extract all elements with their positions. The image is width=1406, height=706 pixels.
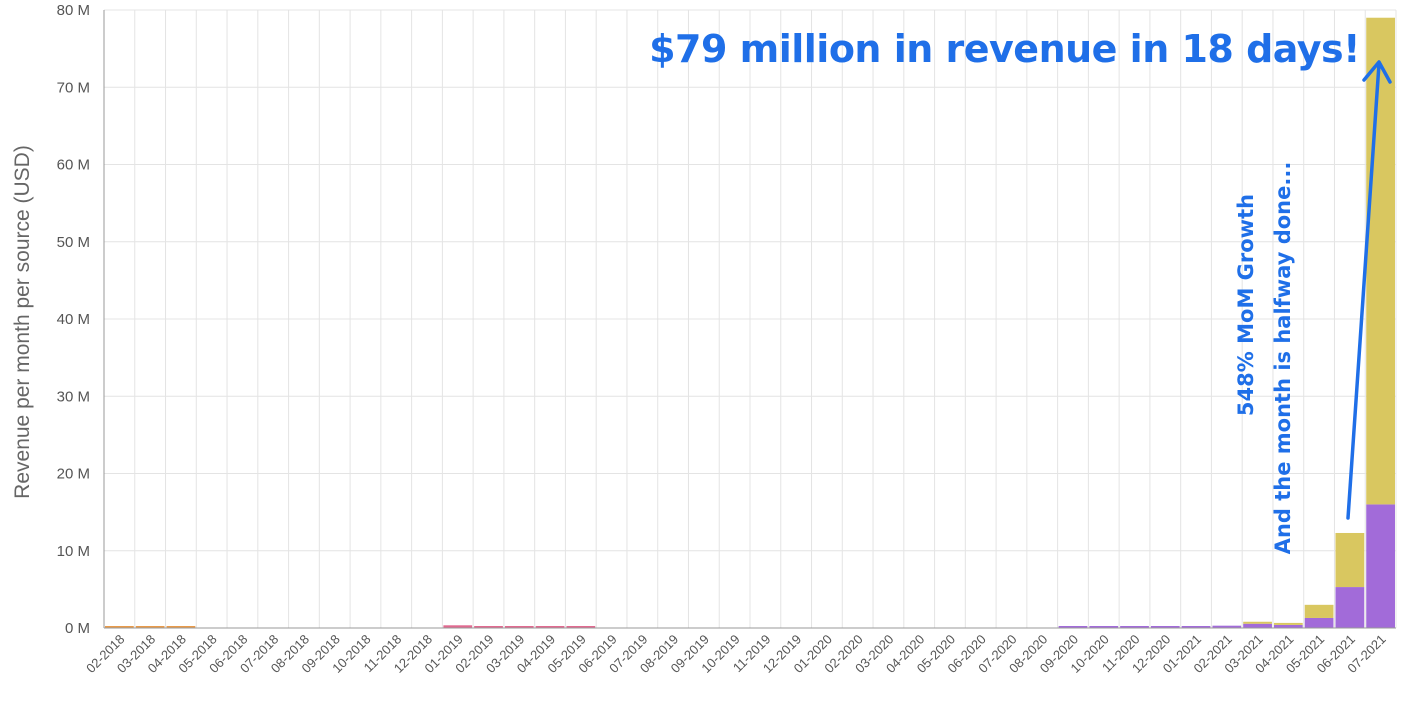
annotations: $79 million in revenue in 18 days! 548% … xyxy=(649,27,1392,555)
y-axis-label: Revenue per month per source (USD) xyxy=(11,145,34,499)
halfway-annotation: And the month is halfway done... xyxy=(1271,162,1295,555)
y-tick-labels: 0 M 10 M 20 M 30 M 40 M 50 M 60 M 70 M 80 M xyxy=(57,2,90,637)
bar-segment-01-2019-series-3 xyxy=(443,625,473,628)
axes xyxy=(103,10,1396,629)
grid xyxy=(103,9,1397,629)
bar-segment-09-2020-series-0 xyxy=(1058,626,1088,628)
bar-segment-02-2018-series-2 xyxy=(105,626,134,628)
y-tick-label: 30 M xyxy=(57,388,90,405)
y-tick-label: 40 M xyxy=(57,311,90,328)
bars xyxy=(105,17,1395,628)
bar-segment-04-2019-series-3 xyxy=(535,626,565,628)
bar-segment-03-2021-series-0 xyxy=(1243,623,1272,628)
y-tick-label: 0 M xyxy=(65,620,90,637)
bar-segment-05-2019-series-3 xyxy=(566,626,596,628)
bar-segment-05-2021-series-1 xyxy=(1304,604,1334,618)
y-tick-label: 10 M xyxy=(57,543,90,560)
bar-segment-12-2020-series-0 xyxy=(1150,626,1180,628)
bar-segment-03-2018-series-2 xyxy=(135,626,165,628)
bar-segment-06-2021-series-1 xyxy=(1335,532,1365,588)
y-tick-label: 60 M xyxy=(57,157,90,174)
y-tick-label: 80 M xyxy=(57,2,90,19)
bar-segment-05-2021-series-0 xyxy=(1304,617,1334,628)
y-tick-label: 50 M xyxy=(57,234,90,251)
bar-segment-04-2021-series-0 xyxy=(1273,624,1303,628)
y-tick-label: 70 M xyxy=(57,79,90,96)
bar-segment-06-2021-series-0 xyxy=(1335,587,1365,628)
bar-segment-02-2021-series-0 xyxy=(1212,625,1242,628)
bar-segment-04-2021-series-1 xyxy=(1273,622,1303,625)
bar-segment-04-2018-series-2 xyxy=(166,626,196,628)
bar-segment-03-2019-series-3 xyxy=(504,626,534,628)
bar-segment-02-2019-series-3 xyxy=(474,626,503,628)
bar-segment-01-2021-series-0 xyxy=(1181,626,1211,628)
bar-segment-03-2021-series-1 xyxy=(1243,621,1272,624)
bar-segment-07-2021-series-0 xyxy=(1366,504,1395,628)
annotation-arrow-head-icon xyxy=(1362,60,1392,84)
bar-segment-10-2020-series-0 xyxy=(1089,626,1119,628)
y-tick-label: 20 M xyxy=(57,466,90,483)
growth-annotation: 548% MoM Growth xyxy=(1234,194,1258,416)
bar-segment-11-2020-series-0 xyxy=(1120,626,1149,628)
bar-segment-07-2021-series-1 xyxy=(1366,17,1395,505)
headline-annotation: $79 million in revenue in 18 days! xyxy=(649,27,1360,71)
annotation-arrow-shaft xyxy=(1346,62,1381,520)
x-tick-labels: 02-201803-201804-201805-201806-201807-20… xyxy=(83,632,1389,676)
